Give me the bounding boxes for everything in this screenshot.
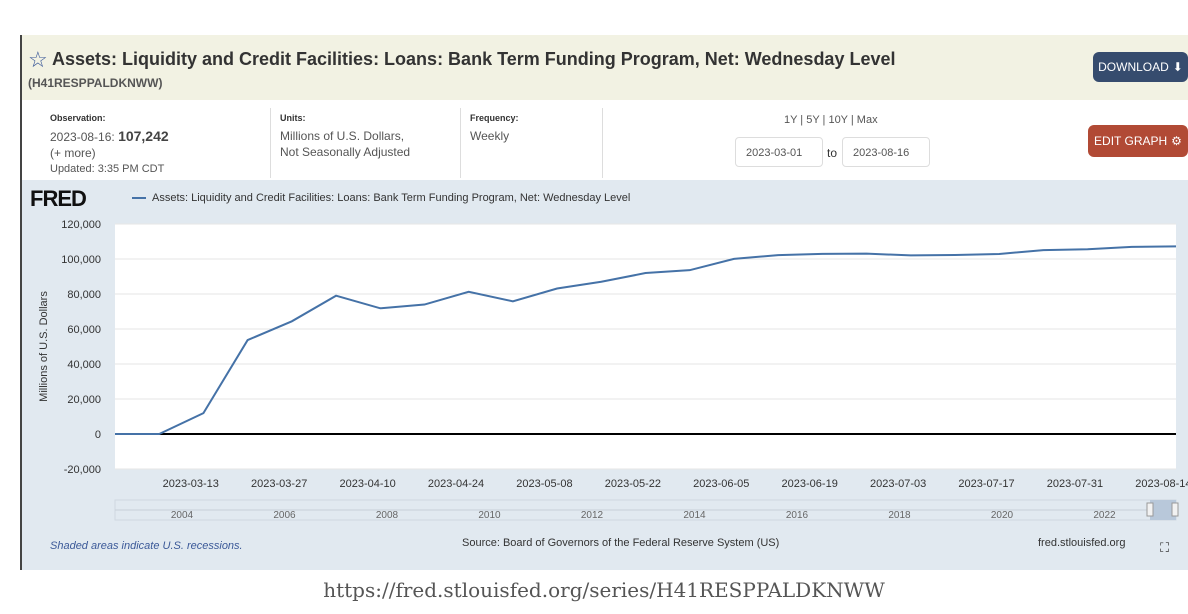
x-tick-label: 2023-07-17 — [958, 478, 1014, 490]
x-tick-label: 2023-04-10 — [339, 478, 395, 490]
navigator-label: 2022 — [1093, 510, 1116, 521]
navigator-label: 2016 — [786, 510, 809, 521]
legend-line — [132, 197, 146, 199]
series-id: (H41RESPPALDKNWW) — [28, 76, 163, 90]
frequency-label: Frequency: — [470, 113, 519, 123]
x-tick-label: 2023-06-19 — [782, 478, 838, 490]
navigator-label: 2004 — [171, 510, 194, 521]
y-tick-label: 20,000 — [67, 394, 101, 406]
x-tick-label: 2023-04-24 — [428, 478, 484, 490]
observation-date: 2023-08-16: — [50, 130, 115, 144]
navigator-label: 2010 — [478, 510, 501, 521]
start-date-input[interactable]: 2023-03-01 — [735, 137, 823, 167]
navigator-label: 2008 — [376, 510, 399, 521]
source-text: Source: Board of Governors of the Federa… — [462, 537, 780, 549]
plot-background — [115, 224, 1176, 469]
y-tick-label: 80,000 — [67, 289, 101, 301]
y-tick-label: 0 — [95, 429, 101, 441]
site-link[interactable]: fred.stlouisfed.org — [1038, 537, 1126, 549]
navigator-window — [1150, 500, 1176, 520]
observation-label: Observation: — [50, 113, 106, 123]
graph-area: FRED Assets: Liquidity and Credit Facili… — [22, 180, 1188, 570]
navigator-label: 2012 — [581, 510, 604, 521]
x-tick-label: 2023-07-31 — [1047, 478, 1103, 490]
navigator-label: 2014 — [683, 510, 706, 521]
updated-text: Updated: 3:35 PM CDT — [50, 163, 165, 175]
series-panel: ☆ Assets: Liquidity and Credit Facilitie… — [20, 35, 1188, 570]
range-selector[interactable]: 1Y | 5Y | 10Y | Max — [784, 114, 878, 126]
x-tick-label: 2023-06-05 — [693, 478, 749, 490]
x-tick-label: 2023-07-03 — [870, 478, 926, 490]
download-button[interactable]: DOWNLOAD ⬇ — [1093, 52, 1188, 82]
recession-note: Shaded areas indicate U.S. recessions. — [50, 540, 243, 552]
x-tick-label: 2023-08-14 — [1135, 478, 1188, 490]
units-line2: Not Seasonally Adjusted — [280, 145, 411, 159]
observation-value: 107,242 — [118, 128, 169, 144]
series-line — [115, 245, 1177, 435]
line-chart[interactable]: -20,000 0 20,000 40,000 60,000 80,000 100,000 1… — [22, 180, 1188, 530]
x-tick-label: 2023-05-08 — [516, 478, 572, 490]
legend-label: Assets: Liquidity and Credit Facilities:… — [152, 192, 631, 204]
fullscreen-icon[interactable]: ⛶ — [1160, 540, 1170, 555]
edit-graph-button[interactable]: EDIT GRAPH ⚙ — [1088, 125, 1188, 157]
y-tick-label: -20,000 — [64, 464, 101, 476]
navigator-label: 2006 — [273, 510, 296, 521]
frequency-value: Weekly — [470, 129, 510, 143]
gear-icon: ⚙ — [1171, 134, 1182, 148]
x-tick-label: 2023-03-27 — [251, 478, 307, 490]
star-icon[interactable]: ☆ — [28, 47, 48, 72]
units-label: Units: — [280, 113, 306, 123]
y-tick-label: 120,000 — [61, 219, 101, 231]
navigator-label: 2018 — [888, 510, 911, 521]
series-header: ☆ Assets: Liquidity and Credit Facilitie… — [22, 35, 1188, 100]
x-tick-label: 2023-05-22 — [605, 478, 661, 490]
series-title: Assets: Liquidity and Credit Facilities:… — [52, 49, 896, 69]
more-link[interactable]: (+ more) — [50, 146, 96, 160]
download-icon: ⬇ — [1172, 60, 1183, 74]
x-tick-label: 2023-03-13 — [163, 478, 219, 490]
navigator-handle-right — [1171, 502, 1179, 517]
y-axis-label: Millions of U.S. Dollars — [38, 291, 50, 402]
y-tick-label: 60,000 — [67, 324, 101, 336]
page-url: https://fred.stlouisfed.org/series/H41RE… — [323, 578, 885, 602]
edit-graph-label: EDIT GRAPH — [1094, 134, 1168, 148]
to-label: to — [827, 146, 838, 160]
y-tick-label: 100,000 — [61, 254, 101, 266]
series-meta: Observation: 2023-08-16: 107,242 (+ more… — [22, 100, 1188, 180]
fred-logo: FRED — [30, 186, 87, 211]
download-label: DOWNLOAD — [1098, 60, 1169, 74]
units-line1: Millions of U.S. Dollars, — [280, 129, 405, 143]
y-tick-label: 40,000 — [67, 359, 101, 371]
end-date-input[interactable]: 2023-08-16 — [842, 137, 930, 167]
navigator-label: 2020 — [991, 510, 1014, 521]
navigator-handle-left — [1146, 502, 1154, 517]
legend: Assets: Liquidity and Credit Facilities:… — [132, 192, 630, 204]
